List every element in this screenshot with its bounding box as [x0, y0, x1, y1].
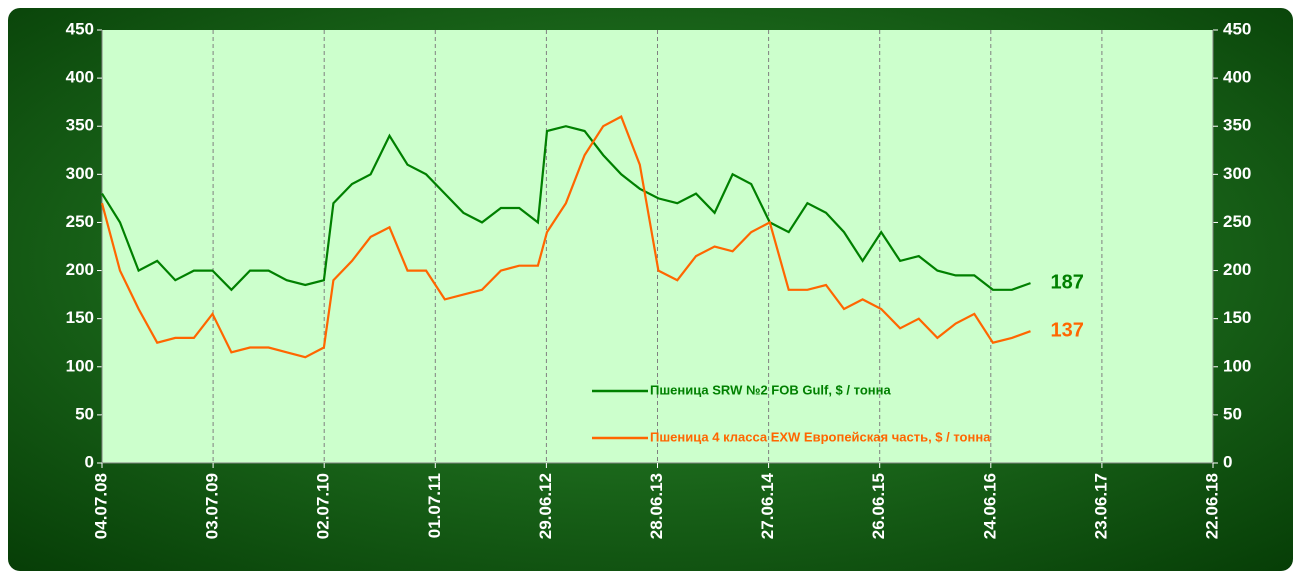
x-tick-label: 23.06.17	[1091, 473, 1110, 539]
y-tick-label: 400	[66, 68, 94, 87]
y2-tick-label: 0	[1223, 452, 1232, 471]
end-label: 137	[1050, 319, 1083, 341]
y2-tick-label: 100	[1223, 356, 1251, 375]
y2-tick-label: 450	[1223, 19, 1251, 38]
x-tick-label: 04.07.08	[91, 473, 110, 539]
y2-tick-label: 300	[1223, 164, 1251, 183]
x-tick-label: 28.06.13	[647, 473, 666, 539]
y-tick-label: 0	[85, 452, 94, 471]
x-tick-label: 03.07.09	[203, 473, 222, 539]
y2-tick-label: 150	[1223, 308, 1251, 327]
y2-tick-label: 200	[1223, 260, 1251, 279]
series-line	[101, 125, 1031, 292]
y-tick-label: 150	[66, 308, 94, 327]
y-tick-label: 250	[66, 212, 94, 231]
x-tick-label: 22.06.18	[1202, 473, 1221, 539]
end-label: 187	[1050, 271, 1083, 293]
series-line	[100, 115, 1031, 359]
x-tick-label: 24.06.16	[980, 473, 999, 539]
x-tick-label: 29.06.12	[536, 473, 555, 539]
y-tick-label: 100	[66, 356, 94, 375]
legend-label: Пшеница 4 класса EXW Европейская часть, …	[650, 429, 991, 444]
legend-label: Пшеница SRW №2 FOB Gulf, $ / тонна	[650, 382, 891, 397]
y-tick-label: 450	[66, 19, 94, 38]
x-tick-label: 27.06.14	[758, 472, 777, 539]
x-tick-label: 02.07.10	[314, 473, 333, 539]
x-tick-label: 26.06.15	[869, 473, 888, 539]
y-tick-label: 350	[66, 116, 94, 135]
y-tick-label: 200	[66, 260, 94, 279]
y2-tick-label: 50	[1223, 404, 1242, 423]
y-tick-label: 300	[66, 164, 94, 183]
y-tick-label: 50	[75, 404, 94, 423]
x-tick-label: 01.07.11	[425, 473, 444, 538]
y2-tick-label: 250	[1223, 212, 1251, 231]
y2-tick-label: 400	[1223, 68, 1251, 87]
y2-tick-label: 350	[1223, 116, 1251, 135]
